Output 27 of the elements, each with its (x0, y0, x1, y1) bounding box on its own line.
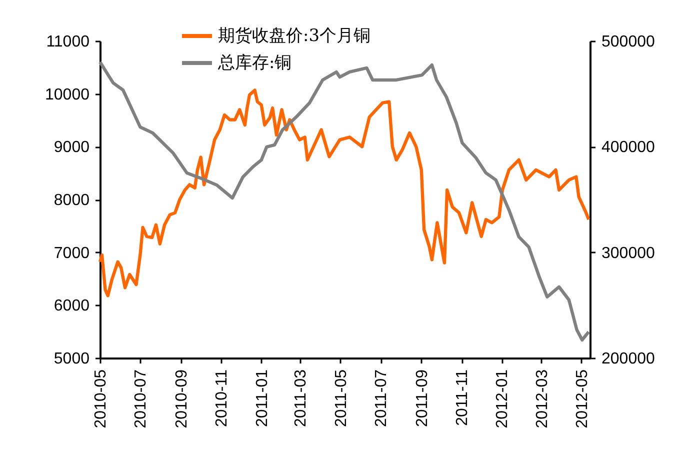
x-tick-label: 2010-05 (92, 369, 110, 428)
y-tick-label: 9000 (54, 139, 90, 156)
x-tick-label: 2011-03 (292, 369, 310, 428)
x-tick-label: 2010-07 (132, 369, 150, 428)
y2-tick-label: 500000 (602, 34, 655, 50)
y-tick-label: 7000 (54, 244, 90, 262)
x-tick-label: 2011-01 (254, 369, 271, 428)
x-tick-label: 2010-11 (214, 369, 231, 428)
y-tick-label: 6000 (54, 298, 90, 315)
y2-tick-label: 200000 (602, 350, 655, 368)
y-tick-label: 8000 (54, 192, 90, 209)
x-tick-label: 2012-01 (494, 369, 512, 428)
y-tick-label: 11000 (46, 34, 90, 50)
x-tick-label: 2011-07 (373, 369, 390, 428)
x-tick-label: 2011-09 (414, 369, 431, 428)
x-tick-label: 2011-05 (332, 369, 350, 428)
x-tick-label: 2011-11 (454, 369, 472, 426)
y2-tick-label: 300000 (602, 244, 655, 262)
y2-tick-label: 400000 (602, 139, 655, 156)
legend-label: 期货收盘价:3个月铜 (218, 26, 371, 46)
legend-label: 总库存:铜 (217, 53, 292, 73)
x-tick-label: 2010-09 (174, 369, 191, 428)
y-tick-label: 5000 (54, 350, 90, 368)
x-tick-label: 2012-05 (574, 369, 591, 428)
line-series (98, 88, 590, 298)
x-tick-label: 2012-03 (534, 369, 551, 428)
y-tick-label: 10000 (45, 86, 90, 104)
